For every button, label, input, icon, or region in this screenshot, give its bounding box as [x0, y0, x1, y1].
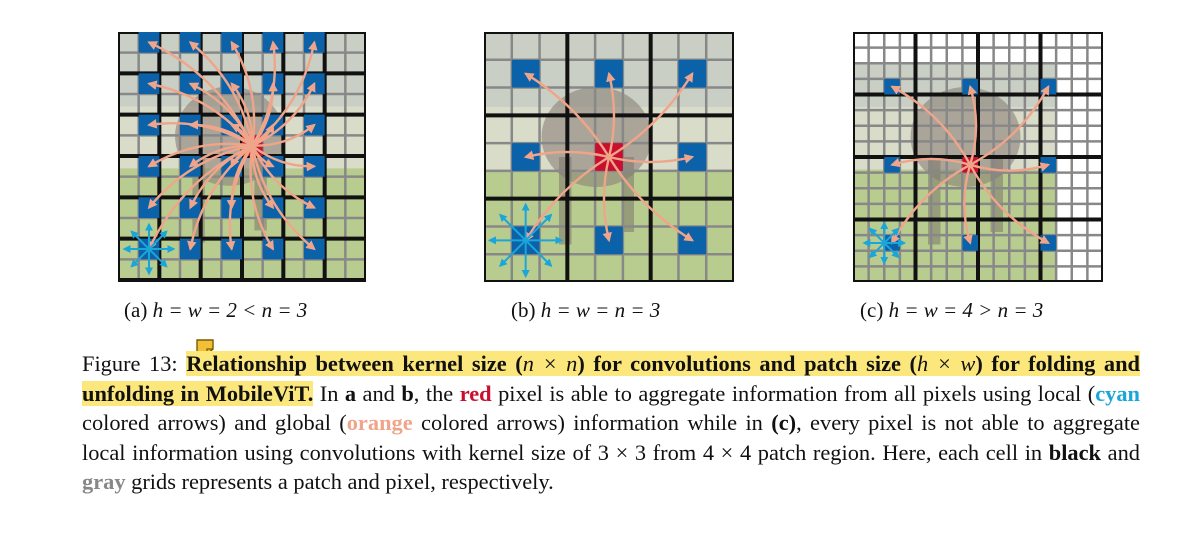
pixel-cell-blue	[304, 114, 325, 136]
photo-animal-leg	[621, 157, 634, 232]
global-arrow	[608, 154, 695, 164]
global-arrow	[607, 156, 694, 242]
global-arrow	[251, 40, 318, 147]
global-arrow	[890, 85, 972, 166]
local-arrow	[868, 242, 885, 259]
global-arrow	[606, 71, 616, 158]
pixel-cell-blue	[678, 59, 707, 88]
local-arrow	[883, 242, 900, 259]
global-arrow	[251, 145, 316, 251]
global-arrow	[230, 40, 256, 146]
panel-a-grid	[118, 32, 366, 282]
pixel-cell-blue	[180, 73, 201, 94]
word-red: red	[459, 380, 492, 406]
pixel-cell-blue	[511, 59, 540, 88]
global-arrow	[890, 157, 971, 168]
global-arrow	[251, 81, 278, 147]
global-arrow	[602, 156, 612, 243]
local-arrow	[524, 239, 553, 267]
caption-prefix: Figure 13:	[82, 351, 187, 376]
global-arrow	[147, 80, 254, 147]
panel-c-grid	[853, 32, 1103, 282]
pixel-cell-blue	[304, 73, 325, 94]
global-arrow	[969, 84, 1050, 166]
global-arrow	[252, 123, 316, 147]
local-arrow	[524, 213, 553, 242]
pixel-cell-blue	[678, 226, 707, 255]
panel-b-grid	[484, 32, 734, 282]
pixel-cell-blue	[511, 143, 540, 171]
subcaption-b: (b) h = w = n = 3	[511, 298, 661, 322]
pixel-cell-blue	[138, 156, 160, 177]
global-arrow	[251, 145, 317, 209]
global-arrow	[187, 144, 254, 251]
global-arrow	[225, 145, 254, 251]
local-arrow	[499, 239, 527, 267]
global-arrow	[969, 164, 1051, 244]
global-arrow	[230, 82, 254, 146]
global-arrow	[524, 72, 611, 158]
global-arrow	[963, 164, 973, 245]
local-arrow	[499, 213, 527, 242]
word-gray: gray	[82, 469, 126, 494]
global-arrow	[251, 123, 275, 147]
global-arrow	[608, 72, 694, 159]
figure-caption: Figure 13: Relationship between kernel s…	[82, 351, 1141, 494]
global-arrow	[967, 84, 978, 166]
word-cyan: cyan	[1095, 380, 1140, 406]
local-arrow	[130, 248, 150, 268]
pixel-cell-blue	[138, 32, 160, 53]
global-arrow	[969, 162, 1051, 172]
word-black: black	[1048, 439, 1102, 465]
pixel-cell-blue	[180, 238, 201, 260]
global-arrow	[147, 142, 253, 168]
global-arrow	[229, 123, 254, 147]
pixel-cell-blue	[138, 73, 160, 94]
global-arrow	[188, 120, 254, 147]
local-arrow	[148, 230, 168, 250]
pixel-cell-blue	[304, 197, 325, 218]
subcaption-a: (a) h = w = 2 < n = 3	[124, 298, 308, 322]
global-arrow	[524, 155, 610, 242]
global-arrow	[188, 144, 253, 168]
global-arrow	[523, 150, 610, 160]
word-orange: orange	[346, 410, 413, 435]
local-arrow	[130, 230, 150, 250]
local-arrow	[868, 227, 885, 244]
global-arrow	[147, 144, 253, 251]
pixel-cell-blue	[678, 143, 707, 171]
global-arrow	[249, 145, 275, 251]
local-arrow	[148, 248, 168, 268]
pixel-cell-blue	[595, 226, 623, 255]
global-arrow	[147, 144, 253, 210]
subcaption-c: (c) h = w = 4 > n = 3	[860, 298, 1044, 322]
global-arrow	[251, 144, 317, 172]
local-arrow	[883, 227, 900, 244]
